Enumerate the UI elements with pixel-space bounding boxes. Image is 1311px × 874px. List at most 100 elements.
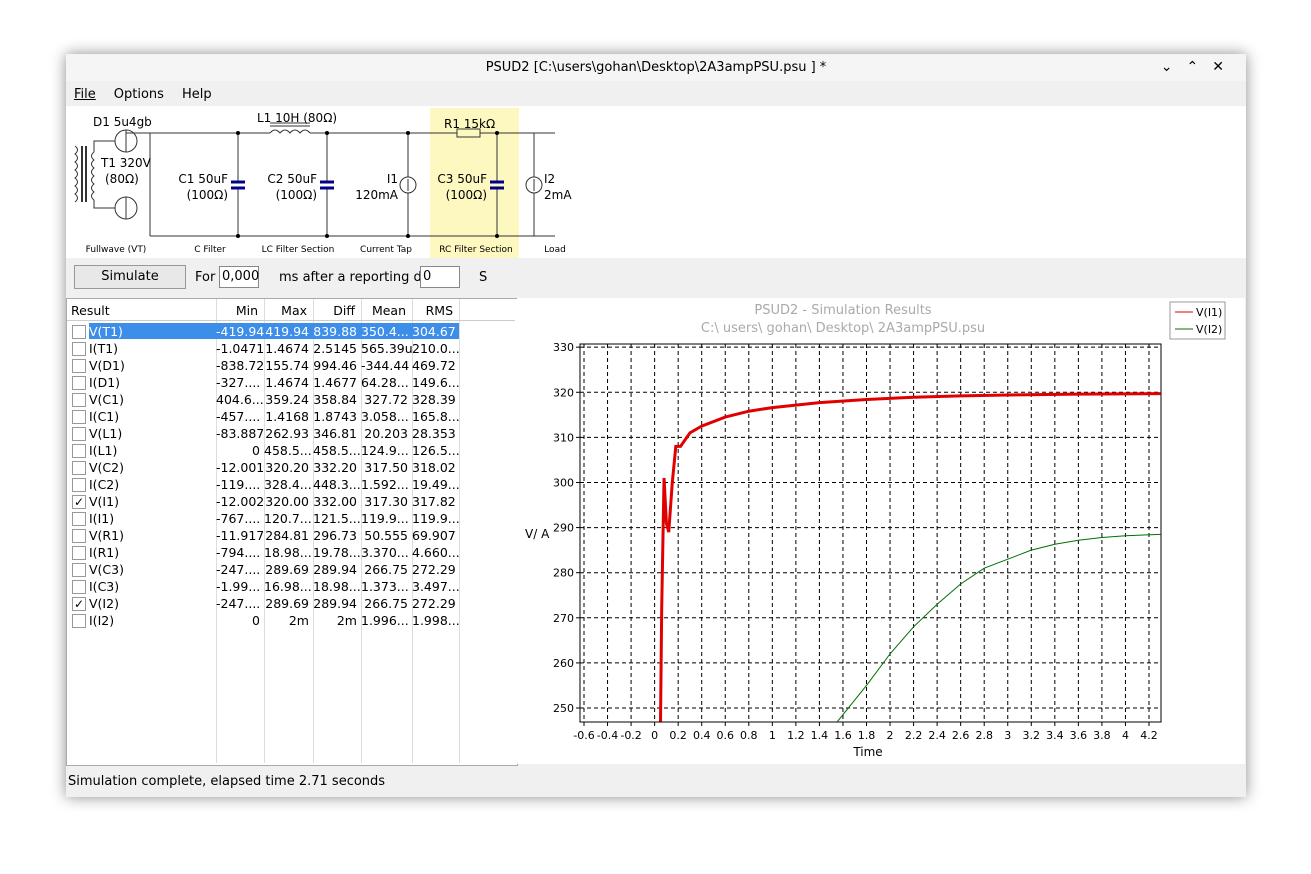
component-label: C2 50uF: [267, 172, 317, 186]
x-tick-label: 1.2: [787, 729, 805, 742]
column-header[interactable]: Max: [281, 303, 307, 318]
x-tick-label: 1: [769, 729, 776, 742]
table-cell: 19.78...: [313, 545, 361, 560]
window: PSUD2 [C:\users\gohan\Desktop\2A3ampPSU.…: [66, 54, 1246, 797]
table-cell: 20.203: [364, 426, 408, 441]
table-cell: 289.94: [313, 596, 357, 611]
chart-subtitle: C:\ users\ gohan\ Desktop\ 2A3ampPSU.psu: [701, 321, 985, 336]
menu-item[interactable]: Options: [113, 87, 164, 102]
table-cell: I(T1): [89, 341, 119, 356]
x-tick-label: -0.4: [597, 729, 618, 742]
table-cell: 69.907: [412, 528, 456, 543]
table-cell: 565.39u: [361, 341, 413, 356]
checkbox[interactable]: [72, 393, 86, 407]
table-cell: 404.6...: [216, 392, 264, 407]
table-cell: 289.94: [313, 562, 357, 577]
table-cell: V(L1): [89, 426, 123, 441]
checkbox[interactable]: [72, 427, 86, 441]
table-cell: 346.81: [313, 426, 357, 441]
checkbox[interactable]: [72, 580, 86, 594]
x-tick-label: 2.6: [952, 729, 970, 742]
component-label: (100Ω): [187, 188, 228, 202]
section-label: Fullwave (VT): [86, 245, 147, 255]
component-label: L1 10H (80Ω): [257, 111, 337, 125]
component-label: C3 50uF: [437, 172, 487, 186]
menu-item[interactable]: Help: [181, 87, 212, 102]
checkbox[interactable]: [72, 325, 86, 339]
table-cell: 448.3...: [313, 477, 361, 492]
checkbox[interactable]: [72, 359, 86, 373]
table-cell: 296.73: [313, 528, 357, 543]
table-cell: V(C3): [89, 562, 124, 577]
checkbox[interactable]: [72, 512, 86, 526]
column-header[interactable]: RMS: [425, 303, 453, 318]
window-controls[interactable]: ⌄⌃✕: [1160, 59, 1238, 75]
selected-row: [89, 323, 459, 339]
column-header[interactable]: Min: [235, 303, 258, 318]
menu-item[interactable]: File: [74, 87, 96, 102]
simulate-button[interactable]: Simulate: [74, 265, 186, 289]
table-cell: V(D1): [89, 358, 125, 373]
table-cell: 289.69: [265, 596, 309, 611]
label: ms after a reporting dela: [279, 270, 442, 285]
table-cell: -12.002: [216, 494, 265, 509]
x-tick-label: 2.8: [975, 729, 993, 742]
table-cell: 119.9...: [361, 511, 409, 526]
x-tick-label: -0.2: [620, 729, 641, 742]
table-cell: 469.72: [412, 358, 456, 373]
checkbox[interactable]: ✓: [72, 495, 86, 509]
checkbox[interactable]: [72, 410, 86, 424]
label: For: [195, 270, 216, 285]
checkbox[interactable]: [72, 478, 86, 492]
table-cell: 332.00: [313, 494, 357, 509]
checkbox[interactable]: [72, 444, 86, 458]
x-tick-label: 0.8: [740, 729, 758, 742]
checkbox[interactable]: [72, 546, 86, 560]
x-tick-label: 1.8: [858, 729, 876, 742]
checkbox[interactable]: [72, 342, 86, 356]
table-cell: 458.5...: [313, 443, 361, 458]
table-cell: -12.001: [216, 460, 265, 475]
legend-box: [1169, 301, 1226, 340]
checkbox[interactable]: [72, 563, 86, 577]
table-cell: 266.75: [364, 562, 408, 577]
table-cell: -1.0471: [216, 341, 265, 356]
y-tick-label: 330: [553, 341, 574, 354]
table-cell: I(D1): [89, 375, 121, 390]
table-cell: I(R1): [89, 545, 120, 560]
table-cell: -83.887: [216, 426, 265, 441]
component-label: R1 15kΩ: [444, 117, 495, 131]
column-header[interactable]: Mean: [371, 303, 406, 318]
table-cell: 3.370...: [361, 545, 409, 560]
table-cell: 64.28...: [361, 375, 409, 390]
table-cell: 1.996...: [361, 613, 409, 628]
column-header[interactable]: Result: [71, 303, 110, 318]
chart-title: PSUD2 - Simulation Results: [754, 303, 931, 318]
table-cell: 4.660...: [412, 545, 460, 560]
y-tick-label: 260: [553, 657, 574, 670]
table-cell: 126.5...: [412, 443, 460, 458]
y-axis-label: V/ A: [525, 527, 550, 541]
x-tick-label: 3.8: [1093, 729, 1111, 742]
x-tick-label: 3.2: [1023, 729, 1041, 742]
table-cell: 1.998...: [412, 613, 460, 628]
table-cell: 1.373...: [361, 579, 409, 594]
table-cell: 458.5...: [264, 443, 312, 458]
checkbox[interactable]: [72, 461, 86, 475]
checkbox[interactable]: [72, 529, 86, 543]
duration-input[interactable]: 0,000: [219, 266, 259, 288]
table-cell: V(T1): [89, 324, 123, 339]
wires: [74, 122, 555, 237]
label: S: [479, 270, 488, 285]
table-cell: 1.4168: [265, 409, 309, 424]
checkbox[interactable]: [72, 614, 86, 628]
table-cell: 210.0...: [412, 341, 460, 356]
table-cell: -344.44: [361, 358, 410, 373]
delay-input[interactable]: 0: [420, 266, 460, 288]
table-cell: 317.50: [364, 460, 408, 475]
checkbox[interactable]: [72, 376, 86, 390]
component-label: (100Ω): [276, 188, 317, 202]
table-cell: 121.5...: [313, 511, 361, 526]
checkbox[interactable]: ✓: [72, 597, 86, 611]
column-header[interactable]: Diff: [333, 303, 355, 318]
